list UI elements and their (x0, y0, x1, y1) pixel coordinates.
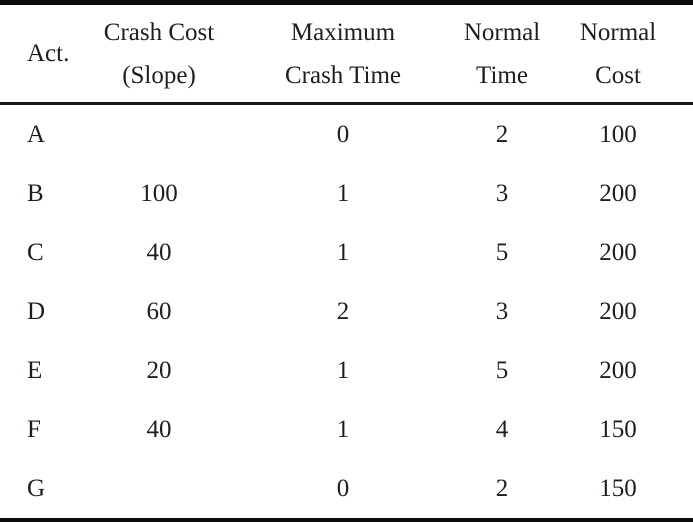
cell-activity: F (27, 415, 41, 443)
header-cell-normal-time: Normal Time (443, 2, 561, 105)
cell-normal-cost: 200 (599, 356, 637, 384)
cell-activity: B (27, 179, 44, 207)
cell-max-crash-time: 2 (336, 297, 350, 325)
cell-normal-cost: 200 (599, 297, 637, 325)
cell-max-crash-time: 1 (336, 179, 350, 207)
cell-max-crash-time: 1 (336, 415, 350, 443)
cell-crash-cost (75, 104, 243, 165)
header-line: Normal (463, 18, 541, 46)
cell-normal-time: 5 (495, 238, 509, 266)
cell-crash-cost: 60 (146, 297, 172, 325)
cell-activity: G (27, 474, 46, 502)
cell-normal-time: 3 (495, 179, 509, 207)
table-body: A 0 2 100 B 100 1 3 200 C 40 1 5 200 (0, 104, 693, 521)
table-row-D: D 60 2 3 200 (0, 282, 693, 341)
header-line: Maximum (290, 18, 396, 46)
table-row-E: E 20 1 5 200 (0, 341, 693, 400)
header-line: Crash Time (284, 61, 401, 89)
cell-crash-cost: 40 (146, 415, 172, 443)
cell-normal-time: 5 (495, 356, 509, 384)
header-line: Cost (595, 61, 641, 89)
cell-crash-cost: 40 (146, 238, 172, 266)
table-row-F: F 40 1 4 150 (0, 400, 693, 459)
header-line: Crash Cost (103, 18, 215, 46)
header-cell-crash-cost-slope: Crash Cost (Slope) (75, 2, 243, 105)
header-line: (Slope) (122, 61, 196, 89)
header-cell-normal-cost: Normal Cost (561, 2, 693, 105)
cell-max-crash-time: 0 (336, 474, 350, 502)
cell-crash-cost (75, 459, 243, 520)
cell-normal-cost: 150 (599, 474, 637, 502)
cell-normal-time: 2 (495, 120, 509, 148)
table-row-A: A 0 2 100 (0, 104, 693, 165)
cell-max-crash-time: 1 (336, 356, 350, 384)
cell-crash-cost: 100 (140, 179, 178, 207)
table-row-B: B 100 1 3 200 (0, 164, 693, 223)
table-header-row: Act. Crash Cost (Slope) Maximum Crash Ti… (0, 2, 693, 105)
cell-normal-cost: 200 (599, 238, 637, 266)
cell-activity: D (27, 297, 46, 325)
header-line: Normal (579, 18, 657, 46)
header-line: Time (476, 61, 528, 89)
table-row-G: G 0 2 150 (0, 459, 693, 520)
cell-normal-cost: 100 (599, 120, 637, 148)
header-line: Act. (27, 40, 70, 67)
cell-normal-cost: 150 (599, 415, 637, 443)
cell-normal-time: 2 (495, 474, 509, 502)
table-row-C: C 40 1 5 200 (0, 223, 693, 282)
cell-activity: E (27, 356, 43, 384)
cell-crash-cost: 20 (146, 356, 172, 384)
cell-normal-time: 3 (495, 297, 509, 325)
header-cell-maximum-crash-time: Maximum Crash Time (243, 2, 443, 105)
cell-normal-time: 4 (495, 415, 509, 443)
header-cell-act: Act. (0, 2, 75, 105)
cell-normal-cost: 200 (599, 179, 637, 207)
cell-activity: C (27, 238, 44, 266)
cell-max-crash-time: 0 (336, 120, 350, 148)
cell-activity: A (27, 120, 46, 148)
cell-max-crash-time: 1 (336, 238, 350, 266)
table-header: Act. Crash Cost (Slope) Maximum Crash Ti… (0, 2, 693, 105)
